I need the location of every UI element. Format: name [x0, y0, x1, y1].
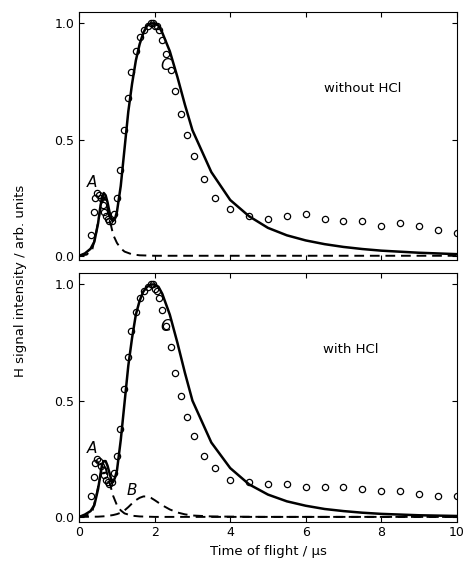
Text: H signal intensity / arb. units: H signal intensity / arb. units [14, 185, 27, 377]
Text: C: C [160, 58, 171, 73]
Text: A: A [87, 441, 97, 456]
Text: without HCl: without HCl [323, 82, 401, 95]
X-axis label: Time of flight / μs: Time of flight / μs [210, 545, 326, 558]
Text: A: A [87, 175, 97, 190]
Text: C: C [160, 319, 171, 334]
Text: with HCl: with HCl [323, 343, 379, 356]
Text: B: B [126, 483, 137, 498]
